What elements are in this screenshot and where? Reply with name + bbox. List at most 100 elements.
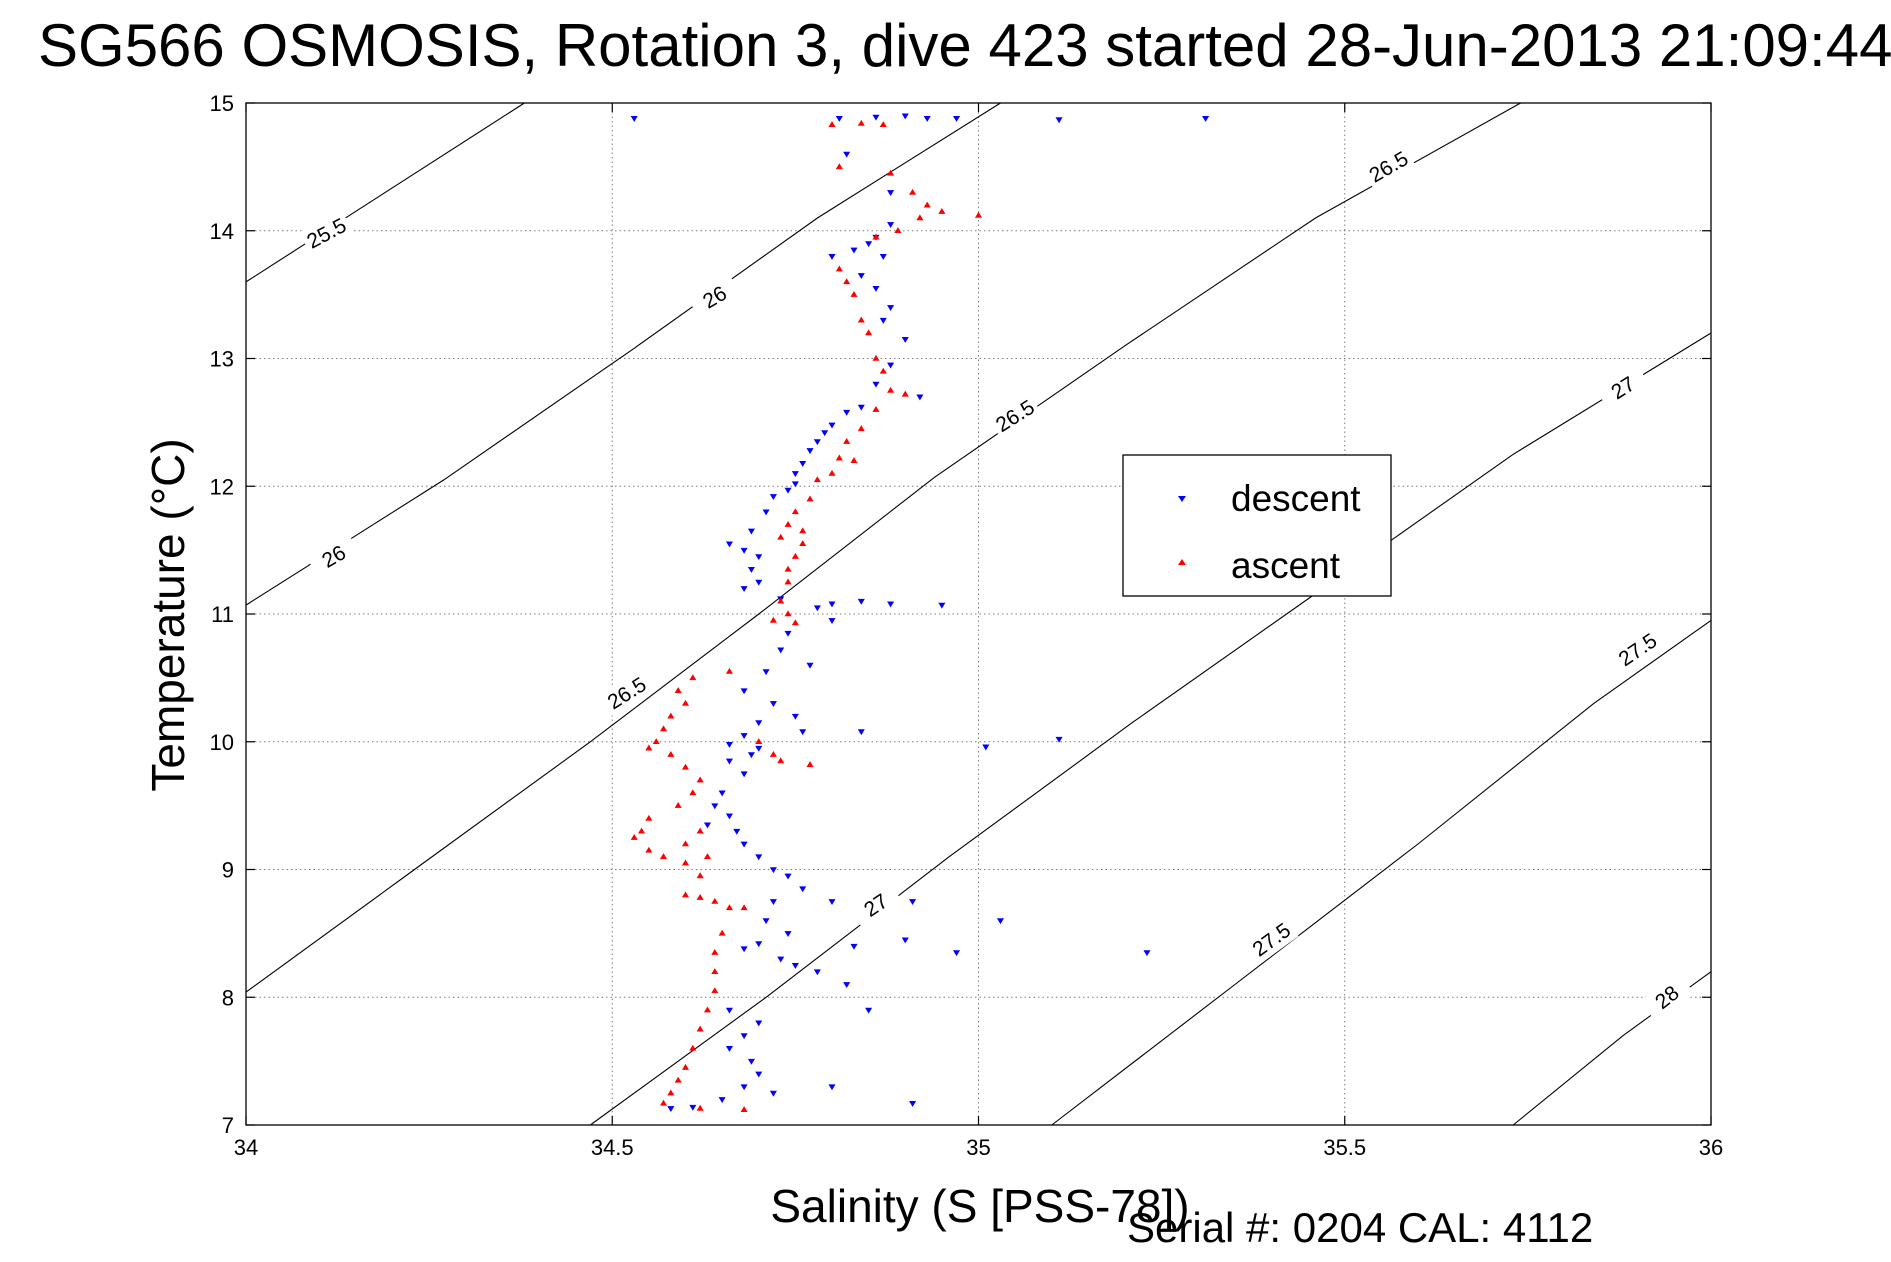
isopycnal-25-5 <box>245 102 525 283</box>
ascent-point <box>652 738 660 745</box>
contour-label-bg <box>987 392 1043 440</box>
descent-point <box>725 813 733 820</box>
descent-point <box>711 803 719 810</box>
x-axis-label: Salinity (S [PSS-78]) <box>770 1180 1189 1232</box>
descent-point <box>703 822 712 829</box>
ascent-point <box>696 776 704 783</box>
ascent-point <box>645 814 653 821</box>
descent-point <box>762 509 770 516</box>
descent-point <box>747 528 755 535</box>
ascent-point <box>725 667 733 674</box>
ascent-point <box>835 163 843 170</box>
descent-point <box>799 460 807 467</box>
ascent-point <box>806 761 814 768</box>
ascent-point <box>696 894 704 900</box>
descent-point <box>901 113 909 120</box>
legend-ascent-label: ascent <box>1231 545 1341 586</box>
ascent-point <box>857 119 865 126</box>
descent-point <box>740 733 748 739</box>
ascent-point <box>681 859 690 866</box>
descent-point <box>769 494 777 501</box>
ascent-point <box>865 329 873 336</box>
descent-point <box>872 381 880 388</box>
descent-point <box>755 720 763 727</box>
ascent-point <box>850 457 858 463</box>
descent-point <box>755 1020 763 1027</box>
descent-point <box>784 873 792 880</box>
descent-point <box>996 918 1004 925</box>
descent-point <box>887 362 895 369</box>
descent-point <box>755 745 763 752</box>
ascent-point <box>681 699 690 706</box>
contour-label-bg <box>1640 972 1694 1023</box>
isopycnal-27 <box>589 332 1712 1126</box>
y-tick-label: 12 <box>210 474 234 499</box>
contour-label-bg <box>599 669 655 717</box>
descent-point <box>784 487 792 494</box>
descent-point <box>843 151 851 158</box>
ascent-point <box>667 750 675 757</box>
legend-descent-label: descent <box>1231 478 1361 519</box>
ascent-point <box>791 552 799 559</box>
ascent-point <box>887 386 895 393</box>
ascent-point <box>879 367 887 374</box>
descent-point <box>725 742 733 748</box>
ascent-point <box>667 1089 675 1096</box>
ascent-point <box>813 476 821 483</box>
descent-point <box>901 937 909 944</box>
descent-point <box>725 758 733 765</box>
ascent-point <box>696 872 704 879</box>
descent-point <box>769 867 777 874</box>
descent-point <box>828 601 836 608</box>
contour-label-bg <box>1361 143 1416 191</box>
ascent-point <box>879 121 887 128</box>
descent-point <box>952 950 961 957</box>
ascent-point <box>725 904 733 911</box>
ascent-point <box>791 508 799 515</box>
descent-point <box>689 1104 697 1111</box>
descent-point <box>806 662 814 669</box>
ascent-point <box>872 354 880 361</box>
legend: descent ascent <box>1122 454 1392 597</box>
ascent-point <box>681 840 690 847</box>
ascent-point <box>784 610 792 617</box>
ascent-point <box>681 1063 690 1070</box>
ascent-point <box>718 929 726 936</box>
descent-point <box>777 956 785 963</box>
y-tick-label: 13 <box>210 347 234 372</box>
ascent-point <box>659 1099 668 1106</box>
ascent-point <box>696 1025 704 1032</box>
descent-point <box>791 471 799 478</box>
descent-point <box>740 771 748 778</box>
ascent-point <box>872 406 880 412</box>
descent-point <box>762 918 770 925</box>
ascent-point <box>974 211 983 218</box>
descent-point <box>1202 116 1210 122</box>
isopycnal-26 <box>245 102 1001 606</box>
ascent-point <box>769 750 777 757</box>
descent-point <box>857 729 865 736</box>
y-tick-label: 7 <box>222 1113 234 1138</box>
chart-title: SG566 OSMOSIS, Rotation 3, dive 423 star… <box>38 12 1891 79</box>
descent-point <box>725 1007 733 1014</box>
ascent-point <box>674 687 682 693</box>
ascent-point <box>696 827 704 834</box>
descent-point <box>865 241 873 248</box>
descent-point <box>909 1100 917 1107</box>
ascent-point <box>659 725 668 732</box>
y-tick-label: 14 <box>210 219 234 244</box>
ascent-point <box>777 597 785 604</box>
ascent-point <box>667 712 675 719</box>
descent-point <box>740 1084 748 1091</box>
descent-point <box>791 713 799 720</box>
descent-point <box>769 1090 777 1097</box>
descent-point <box>982 744 990 751</box>
y-tick-label: 15 <box>210 91 234 116</box>
descent-point <box>725 1046 733 1052</box>
descent-point <box>813 605 821 612</box>
contour-label-bg <box>1244 915 1299 965</box>
descent-point <box>1143 950 1151 957</box>
data-points <box>630 113 1210 1112</box>
descent-point <box>799 886 807 893</box>
